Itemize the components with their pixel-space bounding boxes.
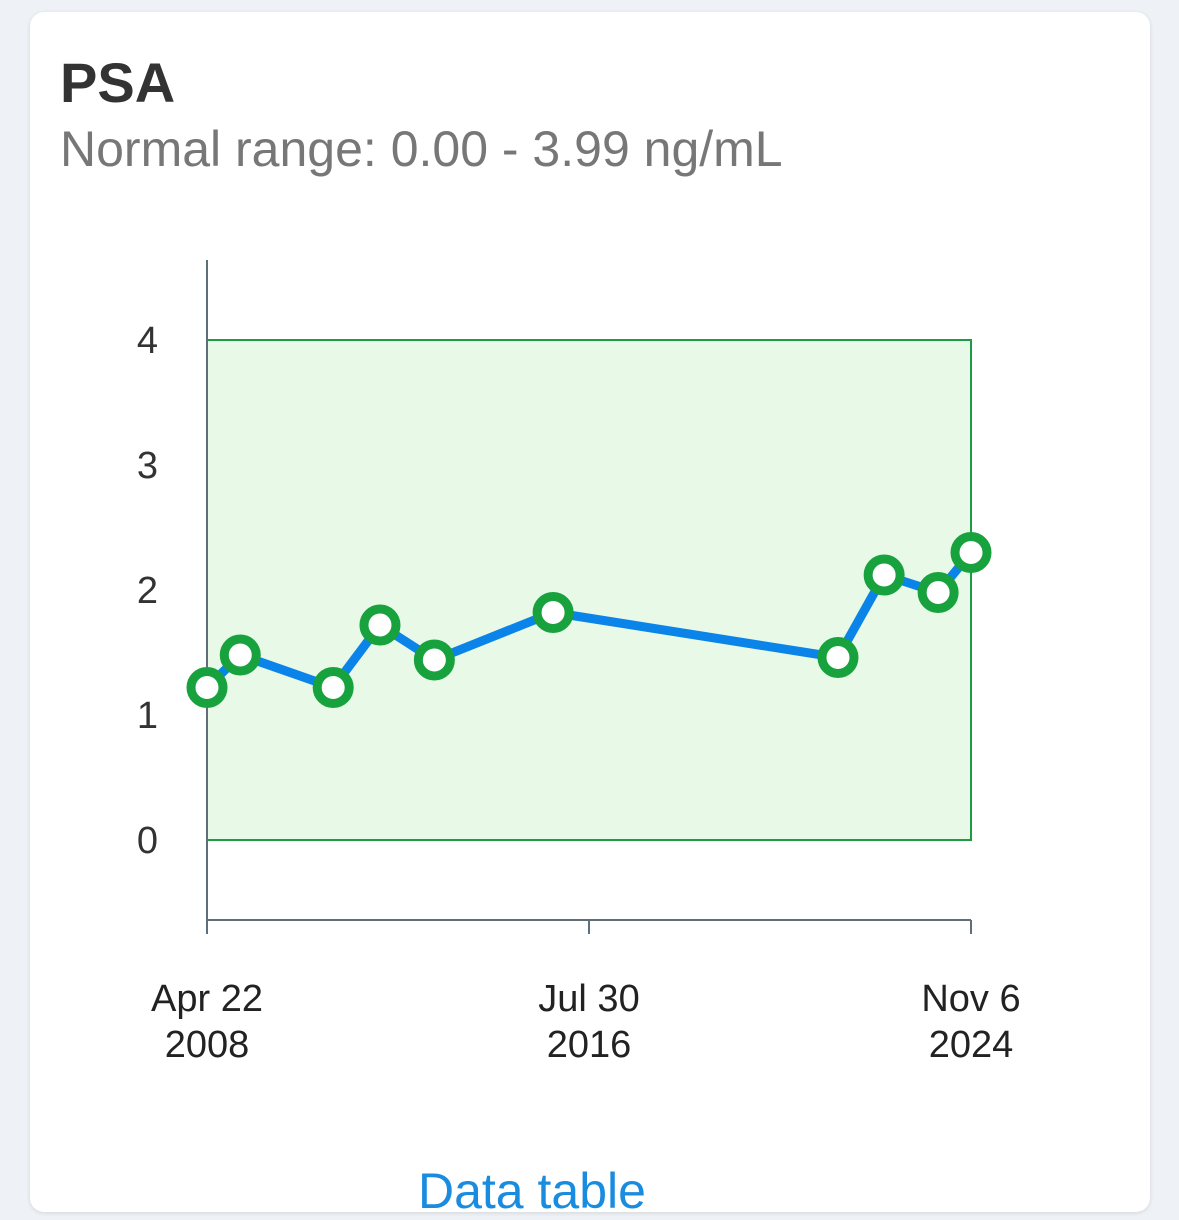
y-tick-label: 4 (137, 320, 158, 362)
y-tick-label: 2 (137, 570, 158, 612)
x-tick-label: 2008 (165, 1024, 250, 1066)
data-point (917, 572, 959, 613)
data-point (312, 667, 354, 708)
data-point (186, 667, 228, 708)
normal-range-band (206, 339, 972, 841)
x-tick-label: 2024 (929, 1024, 1014, 1066)
data-table-link[interactable]: Data table (418, 1163, 646, 1219)
x-tick-label: Jul 30 (538, 978, 639, 1020)
psa-line (203, 549, 975, 692)
data-point (219, 634, 261, 676)
data-point (950, 532, 992, 573)
x-tick-label: Apr 22 (151, 978, 263, 1020)
x-tick-label: 2016 (547, 1024, 632, 1066)
data-point (413, 639, 455, 681)
data-point (863, 554, 905, 596)
y-tick-label: 0 (137, 820, 158, 862)
normal-range-text: Normal range: 0.00 - 3.99 ng/mL (60, 121, 783, 177)
x-tick-label: Nov 6 (921, 978, 1020, 1020)
y-tick-label: 1 (137, 695, 158, 737)
card-title: PSA (60, 51, 176, 114)
data-point (817, 637, 859, 678)
data-point (532, 592, 574, 633)
data-point (359, 604, 401, 646)
y-tick-label: 3 (137, 445, 158, 487)
